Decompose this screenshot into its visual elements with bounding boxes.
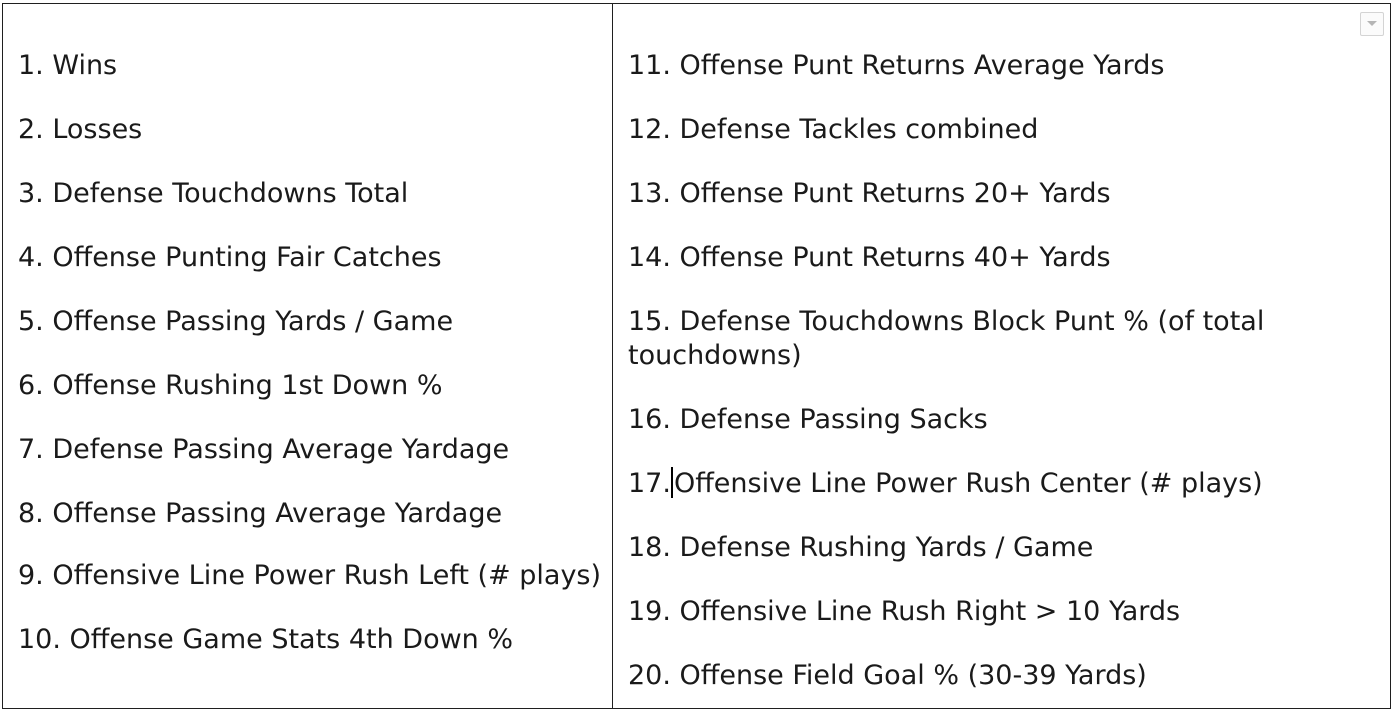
list-item: 14. Offense Punt Returns 40+ Yards (628, 242, 1111, 273)
list-item: 4. Offense Punting Fair Catches (18, 242, 442, 273)
list-item: 3. Defense Touchdowns Total (18, 178, 409, 209)
text-cursor (670, 467, 673, 498)
list-item: 20. Offense Field Goal % (30-39 Yards) (628, 660, 1147, 691)
stats-table (2, 3, 1391, 709)
list-item: 19. Offensive Line Rush Right > 10 Yards (628, 596, 1181, 627)
list-item: 2. Losses (18, 114, 143, 145)
list-item: 18. Defense Rushing Yards / Game (628, 532, 1094, 563)
list-item: 1. Wins (18, 50, 118, 81)
list-item: 6. Offense Rushing 1st Down % (18, 370, 443, 401)
item-label[interactable]: Offensive Line Power Rush Center (# play… (673, 468, 1263, 499)
list-item-17[interactable]: 17. Offensive Line Power Rush Center (# p… (628, 467, 1263, 501)
list-item: 9. Offensive Line Power Rush Left (# pla… (18, 560, 602, 591)
list-item: 11. Offense Punt Returns Average Yards (628, 50, 1165, 81)
cell-menu-button[interactable] (1360, 12, 1384, 36)
list-item: 15. Defense Touchdowns Block Punt % (of … (628, 306, 1265, 371)
list-item: 7. Defense Passing Average Yardage (18, 434, 510, 465)
item-number: 17. (628, 468, 671, 499)
list-item: 16. Defense Passing Sacks (628, 404, 988, 435)
list-item: 13. Offense Punt Returns 20+ Yards (628, 178, 1111, 209)
list-item: 12. Defense Tackles combined (628, 114, 1039, 145)
chevron-down-icon (1367, 21, 1377, 26)
list-item: 8. Offense Passing Average Yardage (18, 498, 503, 529)
list-item: 5. Offense Passing Yards / Game (18, 306, 454, 337)
column-divider (612, 3, 613, 709)
list-item: 10. Offense Game Stats 4th Down % (18, 624, 514, 655)
